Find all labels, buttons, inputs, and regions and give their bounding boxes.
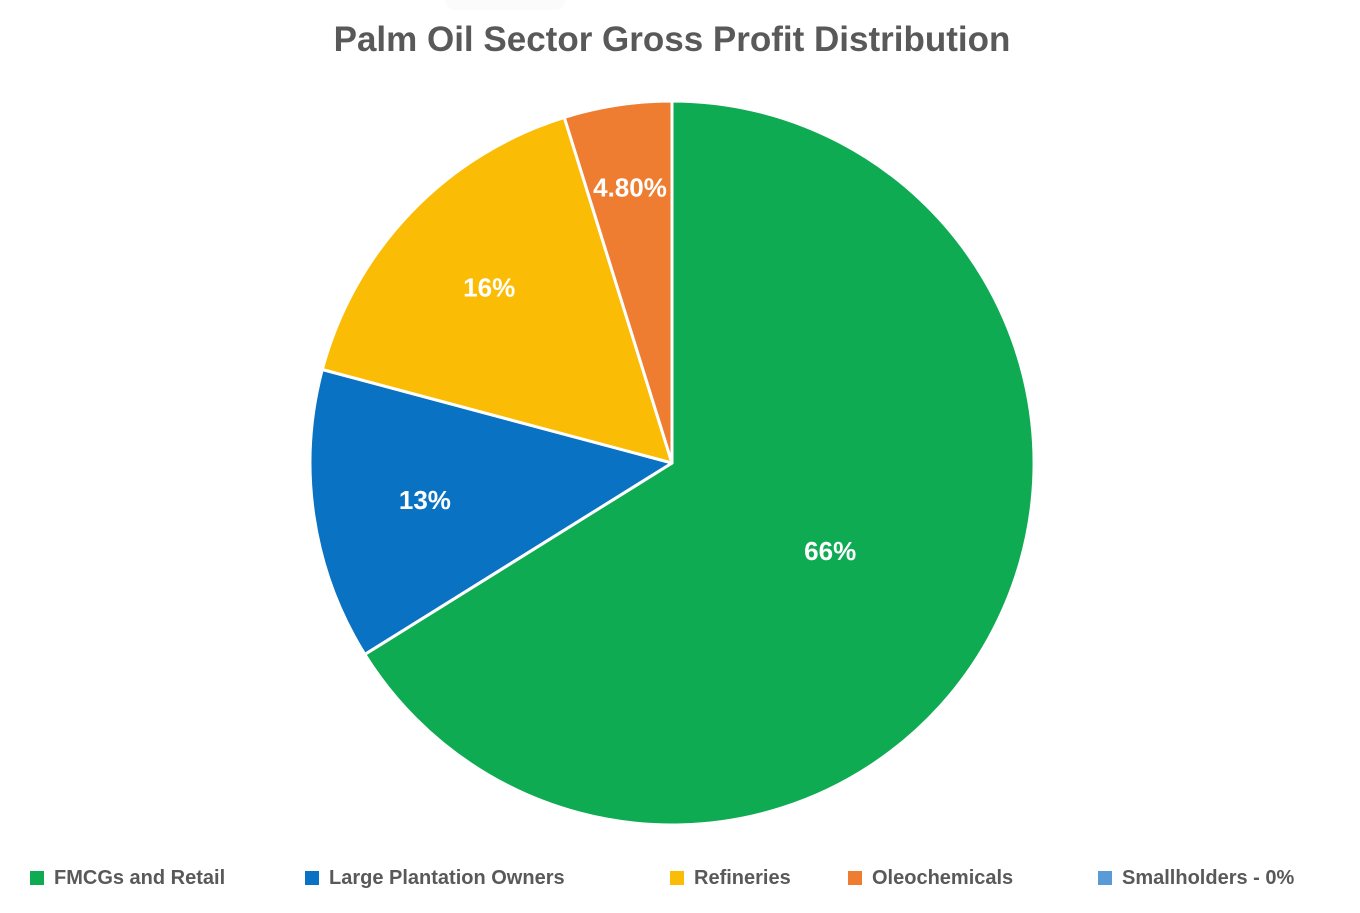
legend-item-label: Large Plantation Owners bbox=[329, 866, 565, 889]
pie-slice-0 bbox=[363, 99, 1036, 827]
legend-item-0: FMCGs and Retail bbox=[30, 862, 225, 894]
chart-title: Palm Oil Sector Gross Profit Distributio… bbox=[333, 20, 1011, 59]
legend-item-label: FMCGs and Retail bbox=[54, 866, 226, 889]
pie-slice-1 bbox=[308, 368, 674, 656]
slice-data-label-3: 4.80% bbox=[593, 172, 667, 202]
legend-item-label: Oleochemicals bbox=[872, 866, 1014, 889]
legend-item-1: Large Plantation Owners bbox=[305, 862, 565, 894]
legend-swatch-icon bbox=[848, 871, 862, 885]
legend-item-2: Refineries bbox=[670, 862, 791, 894]
slice-data-label-1: 13% bbox=[399, 485, 451, 515]
slice-data-label-2: 16% bbox=[463, 273, 515, 303]
legend-swatch-icon bbox=[1098, 871, 1112, 885]
legend-swatch-icon bbox=[30, 871, 44, 885]
pie-slice-3 bbox=[562, 99, 674, 465]
pie-slice-2 bbox=[320, 115, 674, 465]
legend-item-label: Refineries bbox=[694, 866, 791, 889]
legend-item-4: Smallholders - 0% bbox=[1098, 862, 1294, 894]
slice-data-label-0: 66% bbox=[804, 536, 856, 566]
legend-item-label: Smallholders - 0% bbox=[1122, 866, 1295, 889]
legend-swatch-icon bbox=[670, 871, 684, 885]
legend-swatch-icon bbox=[305, 871, 319, 885]
top-edge-artifact bbox=[445, 0, 565, 10]
legend-item-3: Oleochemicals bbox=[848, 862, 1013, 894]
chart-legend: FMCGs and Retail Large Plantation Owners R… bbox=[0, 862, 1360, 894]
